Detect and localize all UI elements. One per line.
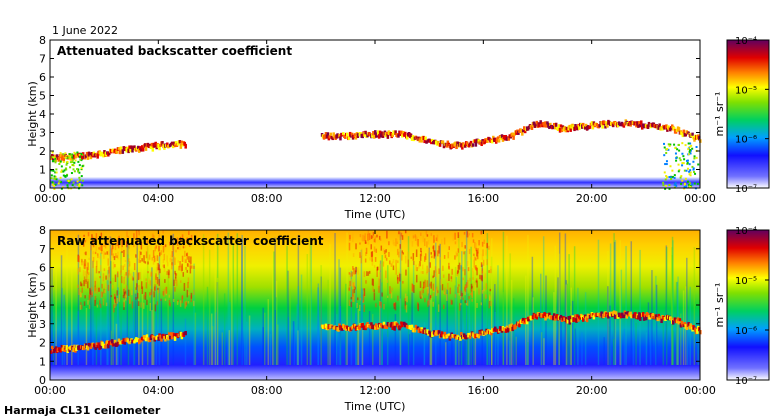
x-tick-label: 12:00 bbox=[359, 384, 391, 397]
x-tick-label: 00:00 bbox=[684, 192, 716, 205]
panel-title: Raw attenuated backscatter coefficient bbox=[57, 234, 324, 248]
x-tick-label: 08:00 bbox=[251, 192, 283, 205]
panel-title: Attenuated backscatter coefficient bbox=[57, 44, 292, 58]
plot-background bbox=[50, 230, 700, 380]
y-tick-label: 8 bbox=[39, 224, 46, 237]
colorbar: 10⁻⁴ 10⁻⁵ 10⁻⁶ 10⁻⁷ m⁻¹ sr⁻¹ bbox=[713, 226, 770, 387]
plot-background bbox=[50, 40, 700, 188]
colorbar-gradient bbox=[726, 39, 770, 189]
colorbar-gradient bbox=[726, 229, 770, 381]
colorbar-tick-label: 10⁻⁷ bbox=[735, 184, 757, 195]
cloud-layer bbox=[50, 119, 702, 163]
y-tick-label: 2 bbox=[39, 337, 46, 350]
x-tick-label: 00:00 bbox=[34, 384, 66, 397]
y-tick-label: 7 bbox=[39, 243, 46, 256]
y-tick-label: 2 bbox=[39, 145, 46, 158]
y-tick-label: 3 bbox=[39, 127, 46, 140]
colorbar-label: m⁻¹ sr⁻¹ bbox=[713, 92, 726, 137]
colorbar-tick-label: 10⁻⁵ bbox=[735, 276, 757, 287]
x-tick-label: 08:00 bbox=[251, 384, 283, 397]
y-tick-label: 4 bbox=[39, 299, 46, 312]
y-tick-label: 1 bbox=[39, 355, 46, 368]
x-tick-label: 16:00 bbox=[467, 192, 499, 205]
colorbar-tick-label: 10⁻⁵ bbox=[735, 85, 757, 96]
x-tick-label: 04:00 bbox=[142, 384, 174, 397]
y-axis-label: Height (km) bbox=[26, 81, 39, 147]
colorbar-tick-label: 10⁻⁴ bbox=[735, 226, 757, 237]
x-axis-label: Time (UTC) bbox=[344, 208, 406, 221]
x-tick-label: 16:00 bbox=[467, 384, 499, 397]
y-tick-label: 3 bbox=[39, 318, 46, 331]
colorbar-tick-label: 10⁻⁶ bbox=[735, 326, 757, 337]
x-tick-label: 20:00 bbox=[576, 384, 608, 397]
x-axis: 00:00 04:00 08:00 12:00 16:00 20:00 00:00 bbox=[34, 40, 716, 205]
low-echo bbox=[50, 142, 700, 190]
y-tick-label: 4 bbox=[39, 108, 46, 121]
y-tick-label: 7 bbox=[39, 53, 46, 66]
colorbar: 10⁻⁴ 10⁻⁵ 10⁻⁶ 10⁻⁷ m⁻¹ sr⁻¹ bbox=[713, 36, 770, 195]
colorbar-label: m⁻¹ sr⁻¹ bbox=[713, 283, 726, 328]
y-tick-label: 5 bbox=[39, 90, 46, 103]
instrument-name: Harmaja CL31 ceilometer bbox=[4, 404, 161, 417]
x-tick-label: 04:00 bbox=[142, 192, 174, 205]
x-tick-label: 00:00 bbox=[34, 192, 66, 205]
x-axis-label: Time (UTC) bbox=[344, 400, 406, 413]
y-tick-label: 6 bbox=[39, 71, 46, 84]
y-axis: 0 1 2 3 4 5 6 7 8 bbox=[39, 34, 700, 195]
x-tick-label: 20:00 bbox=[576, 192, 608, 205]
colorbar-tick-label: 10⁻⁴ bbox=[735, 36, 757, 47]
x-tick-label: 12:00 bbox=[359, 192, 391, 205]
hot-regions bbox=[77, 230, 492, 313]
y-tick-label: 8 bbox=[39, 34, 46, 47]
colorbar-tick-label: 10⁻⁷ bbox=[735, 376, 757, 387]
panel-attenuated: Attenuated backscatter coefficient 0 1 2 3 4 5… bbox=[26, 34, 770, 221]
cloud-layer bbox=[50, 310, 702, 354]
y-tick-label: 0 bbox=[39, 182, 46, 195]
y-tick-label: 6 bbox=[39, 262, 46, 275]
y-axis: 0 1 2 3 4 5 6 7 8 bbox=[39, 224, 700, 387]
panel-raw: Raw attenuated backscatter coefficient 0 1… bbox=[26, 224, 770, 413]
y-tick-label: 5 bbox=[39, 280, 46, 293]
colorbar-tick-label: 10⁻⁶ bbox=[735, 135, 757, 146]
boundary-layer-band bbox=[50, 176, 700, 188]
y-tick-label: 0 bbox=[39, 374, 46, 387]
y-axis-label: Height (km) bbox=[26, 272, 39, 338]
figure-date: 1 June 2022 bbox=[52, 24, 118, 37]
x-axis: 00:00 04:00 08:00 12:00 16:00 20:00 00:00 bbox=[34, 230, 716, 397]
y-tick-label: 1 bbox=[39, 164, 46, 177]
x-tick-label: 00:00 bbox=[684, 384, 716, 397]
